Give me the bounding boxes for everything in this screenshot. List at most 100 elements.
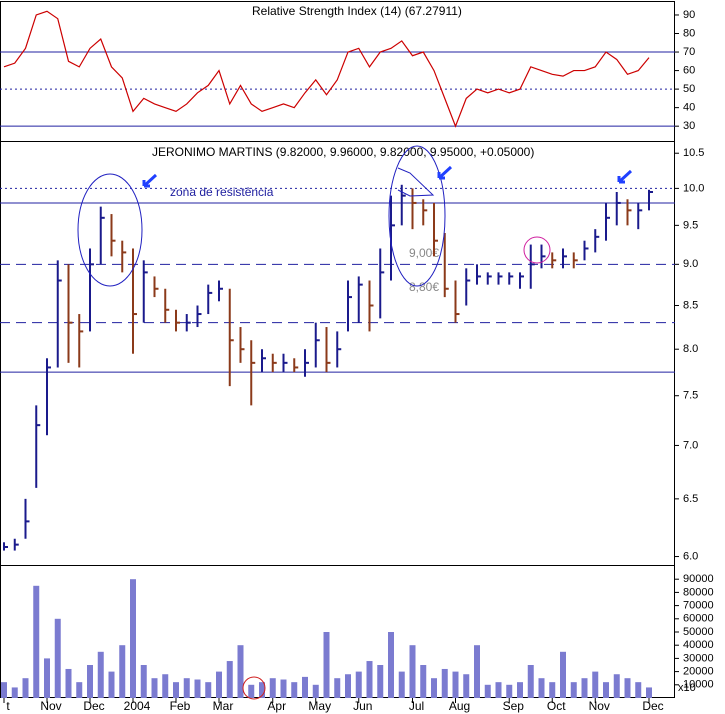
volume-bar	[194, 679, 201, 698]
y-tick-label: 90000	[683, 573, 714, 585]
volume-bar	[355, 671, 362, 698]
y-tick-label: 70	[683, 46, 695, 58]
volume-bar	[11, 687, 18, 698]
pennant	[397, 167, 435, 197]
x-tick-label: Oct	[547, 699, 566, 713]
ellipse	[388, 145, 446, 287]
circle	[242, 676, 266, 700]
x-tick-label: Dec	[642, 699, 663, 713]
volume-bar	[76, 682, 83, 698]
volume-bar	[237, 645, 244, 698]
volume-bar	[635, 682, 642, 698]
volume-bar	[398, 671, 405, 698]
volume-bar	[624, 678, 631, 698]
y-tick-label: 9.5	[683, 219, 698, 231]
y-tick-label: 30	[683, 120, 695, 132]
volume-bar	[334, 678, 341, 698]
volume-bar	[226, 661, 233, 698]
x-tick-label: Apr	[267, 699, 286, 713]
volume-bar	[420, 665, 427, 698]
y-tick-label: 7.5	[683, 390, 698, 402]
volume-bar	[474, 645, 480, 698]
volume-bar	[549, 682, 556, 698]
y-tick-label: 9.0	[683, 258, 698, 270]
y-tick-label: 50000	[683, 626, 714, 638]
volume-bar	[495, 682, 502, 698]
x-tick-label: Dec	[83, 699, 104, 713]
y-tick-label: 60000	[683, 613, 714, 625]
y-tick-label: 80000	[683, 586, 714, 598]
volume-bar	[259, 682, 265, 698]
price-title: JERONIMO MARTINS (9.82000, 9.96000, 9.82…	[152, 145, 534, 159]
arrow	[437, 165, 453, 180]
y-tick-label: 6.0	[683, 550, 698, 562]
y-tick-label: 6.5	[683, 493, 698, 505]
volume-bar	[538, 678, 545, 698]
y-tick-label: 70000	[683, 600, 714, 612]
x-tick-label: Nov	[589, 699, 610, 713]
volume-bar	[65, 668, 72, 698]
x-tick-label: Feb	[170, 699, 191, 713]
ellipse	[77, 173, 143, 287]
y-tick-label: 30000	[683, 652, 714, 664]
volume-bar	[33, 585, 40, 698]
volume-bar	[173, 682, 179, 698]
volume-bar	[646, 687, 652, 698]
volume-bar	[506, 684, 513, 698]
annotation: 9,00€	[409, 246, 439, 260]
annotation: 8,80€	[409, 280, 439, 294]
y-tick-label: 8.5	[683, 299, 698, 311]
volume-bar	[366, 661, 373, 698]
volume-bar	[603, 682, 609, 698]
volume-bar	[560, 651, 566, 698]
y-tick-label: 50	[683, 83, 695, 95]
volume-bar	[216, 671, 222, 698]
volume-bar	[452, 671, 459, 698]
volume-bar	[108, 671, 115, 698]
volume-bar	[162, 674, 169, 698]
volume-bar	[441, 668, 448, 698]
y-tick-label: 60	[683, 64, 695, 76]
volume-bar	[517, 682, 523, 698]
volume-bar	[431, 678, 437, 698]
volume-bar	[345, 674, 351, 698]
arrow	[617, 169, 633, 184]
y-tick-label: 40000	[683, 639, 714, 651]
volume-bar	[280, 679, 287, 698]
circle	[523, 236, 551, 264]
volume-bar	[302, 676, 308, 698]
volume-bar	[323, 632, 330, 698]
volume-bar	[484, 684, 491, 698]
volume-bar	[463, 674, 470, 698]
x-tick-label: Jun	[353, 699, 372, 713]
volume-bar	[183, 678, 190, 698]
x-tick-label: Sep	[503, 699, 525, 713]
annotation: zona de resistência	[170, 185, 274, 199]
volume-bar	[527, 665, 534, 698]
volume-bar	[269, 678, 276, 698]
volume-bar	[44, 658, 50, 698]
volume-bar	[291, 682, 298, 698]
volume-bar	[592, 671, 599, 698]
volume-bar	[248, 684, 255, 698]
volume-bar	[409, 645, 416, 698]
arrow	[142, 173, 158, 188]
volume-bar	[1, 682, 7, 698]
volume-bar	[570, 682, 577, 698]
y-tick-label: 90	[683, 9, 695, 21]
x-tick-label: May	[308, 699, 331, 713]
volume-bar	[119, 645, 126, 698]
volume-bar	[581, 678, 588, 698]
x-tick-label: Jul	[409, 699, 424, 713]
y-tick-label: 10.5	[683, 147, 704, 159]
y-tick-label: 10000	[683, 679, 714, 691]
volume-bar	[205, 682, 212, 698]
volume-bar	[130, 579, 136, 698]
rsi-title: Relative Strength Index (14) (67.27911)	[252, 4, 462, 18]
x-tick-label: t	[6, 699, 10, 713]
y-tick-label: 40	[683, 102, 695, 114]
x-tick-label: Aug	[449, 699, 470, 713]
volume-bar	[377, 665, 384, 698]
